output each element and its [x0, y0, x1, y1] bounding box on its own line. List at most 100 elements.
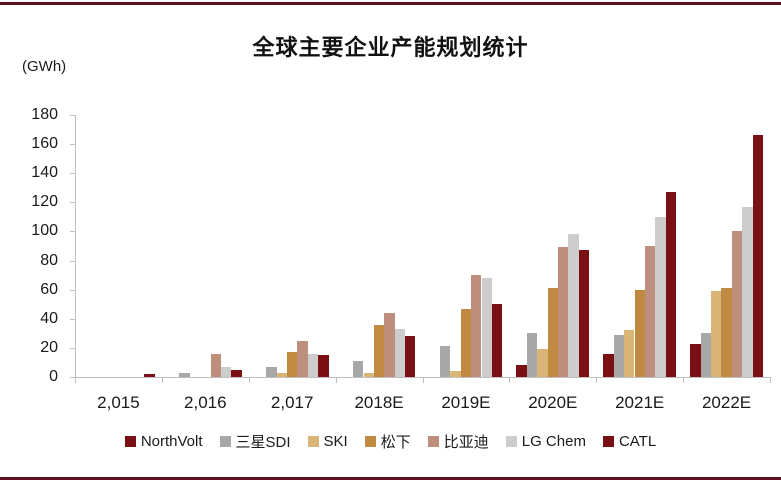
legend-swatch-icon — [307, 436, 319, 447]
bar-比亚迪-2019E — [471, 275, 482, 377]
bar-CATL-2021E — [665, 192, 677, 377]
bar-松下-2019E — [460, 309, 472, 377]
top-border-rule — [0, 2, 781, 5]
legend-swatch-icon — [427, 436, 439, 447]
legend-item-LG Chem: LG Chem — [505, 433, 586, 450]
y-axis-tick-label: 120 — [31, 193, 58, 211]
legend-label: 松下 — [380, 434, 411, 451]
y-axis-tick-label: 0 — [49, 368, 58, 385]
x-axis-category-label: 2020E — [528, 393, 578, 412]
bar-松下-2020E — [547, 288, 558, 377]
bottom-border-rule — [0, 477, 781, 480]
bar-LG Chem-2022E — [742, 207, 753, 377]
y-axis-tick-mark — [70, 260, 75, 262]
legend-item-SKI: SKI — [307, 433, 348, 450]
bar-CATL-2,016 — [231, 370, 242, 377]
legend-item-松下: 松下 — [364, 431, 411, 452]
bar-比亚迪-2022E — [731, 231, 743, 377]
x-axis-tick-mark — [161, 378, 163, 383]
y-axis-tick-mark — [70, 115, 75, 116]
bar-三星SDI-2021E — [613, 335, 625, 377]
bar-三星SDI-2020E — [526, 333, 538, 377]
legend-item-三星SDI: 三星SDI — [219, 431, 291, 452]
y-axis-tick-mark — [70, 318, 75, 320]
y-axis-tick-label: 140 — [31, 164, 58, 182]
x-axis-tick-mark — [75, 378, 76, 383]
bar-三星SDI-2022E — [700, 333, 711, 377]
bar-CATL-2019E — [491, 304, 503, 377]
bar-比亚迪-2020E — [558, 247, 569, 377]
bar-比亚迪-2,017 — [297, 341, 308, 377]
y-axis-tick-label: 100 — [31, 222, 58, 240]
y-axis-tick-label: 180 — [31, 106, 58, 123]
legend-label: SKI — [323, 433, 348, 450]
x-axis-category-label: 2021E — [615, 393, 665, 412]
bar-松下-2018E — [373, 325, 385, 377]
bar-CATL-2022E — [752, 135, 763, 377]
legend-label: NorthVolt — [140, 433, 203, 450]
bar-LG Chem-2020E — [568, 234, 579, 377]
x-axis-tick-mark — [509, 378, 511, 383]
x-axis-line — [75, 377, 771, 378]
legend-swatch-icon — [602, 436, 614, 447]
legend-label: 比亚迪 — [443, 434, 489, 451]
x-axis-category-label: 2,015 — [97, 393, 140, 412]
bar-CATL-2,015 — [144, 374, 155, 377]
x-axis-tick-mark — [335, 378, 337, 383]
y-axis-line — [75, 115, 76, 378]
x-axis-tick-mark — [248, 378, 250, 383]
legend-label: CATL — [618, 433, 657, 450]
legend-item-比亚迪: 比亚迪 — [427, 431, 489, 452]
bar-CATL-2,017 — [318, 355, 329, 377]
y-axis-tick-label: 60 — [40, 280, 58, 298]
bar-LG Chem-2,016 — [220, 367, 232, 377]
x-axis-category-label: 2018E — [354, 393, 404, 412]
y-axis-tick-mark — [70, 173, 75, 175]
bar-SKI-2,017 — [276, 373, 287, 377]
bar-CATL-2020E — [578, 250, 590, 377]
y-axis-tick-label: 40 — [40, 309, 58, 327]
y-axis-tick-mark — [70, 347, 75, 349]
bar-NorthVolt-2021E — [603, 354, 614, 377]
bar-三星SDI-2019E — [439, 346, 451, 377]
legend-swatch-icon — [124, 436, 136, 447]
bar-三星SDI-2,017 — [266, 367, 277, 377]
bar-LG Chem-2,017 — [307, 354, 319, 377]
legend-swatch-icon — [505, 436, 517, 447]
y-axis-tick-mark — [70, 202, 75, 204]
y-axis-tick-mark — [70, 231, 75, 233]
legend-label: 三星SDI — [235, 434, 291, 451]
legend-item-CATL: CATL — [602, 433, 657, 450]
y-axis-tick-mark — [70, 144, 75, 146]
bar-SKI-2021E — [624, 330, 635, 377]
bar-SKI-2019E — [450, 371, 461, 377]
x-axis-category-label: 2,017 — [270, 393, 314, 412]
bar-比亚迪-2,016 — [210, 354, 221, 377]
bar-松下-2021E — [634, 290, 645, 377]
y-axis-tick-mark — [70, 377, 75, 378]
bar-LG Chem-2019E — [481, 278, 492, 377]
x-axis-tick-mark — [422, 378, 424, 383]
legend-swatch-icon — [219, 436, 231, 447]
bar-NorthVolt-2022E — [690, 344, 701, 377]
bar-SKI-2020E — [537, 349, 548, 377]
bar-比亚迪-2021E — [644, 246, 656, 377]
chart-legend: NorthVolt 三星SDI SKI 松下 比亚迪 LG Chem CATL — [0, 431, 781, 452]
legend-label: LG Chem — [521, 433, 586, 450]
y-axis-tick-label: 20 — [40, 338, 58, 356]
x-axis-category-label: 2019E — [441, 393, 491, 412]
x-axis-tick-mark — [683, 378, 685, 383]
x-axis-category-label: 2022E — [701, 393, 752, 412]
bar-松下-2022E — [721, 288, 732, 377]
x-axis-tick-mark — [770, 378, 771, 383]
bar-三星SDI-2018E — [353, 361, 364, 377]
y-axis-tick-label: 80 — [40, 251, 58, 269]
bar-SKI-2018E — [363, 373, 374, 377]
x-axis-category-label: 2,016 — [184, 393, 227, 412]
bar-LG Chem-2018E — [394, 329, 406, 377]
bar-三星SDI-2,016 — [179, 373, 190, 377]
bar-NorthVolt-2020E — [516, 365, 527, 377]
chart-title: 全球主要企业产能规划统计 — [252, 35, 529, 60]
x-axis-tick-mark — [596, 378, 598, 383]
